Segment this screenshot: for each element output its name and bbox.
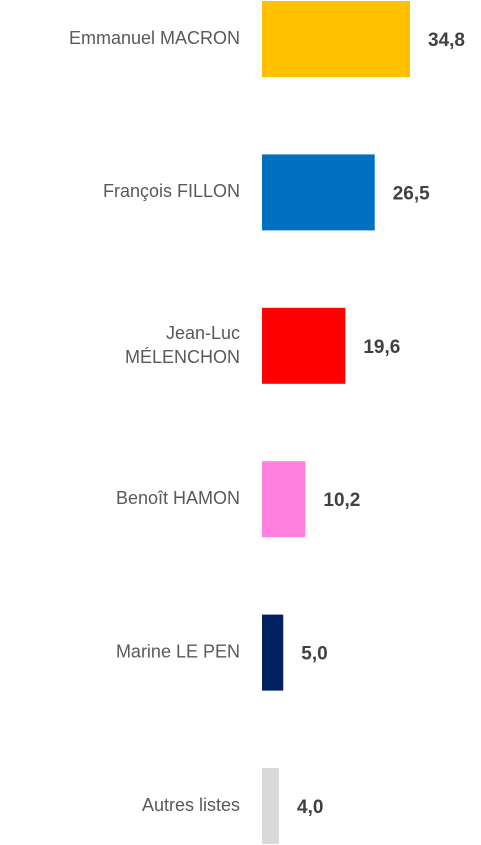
category-label: Jean-Luc MÉLENCHON (125, 323, 240, 367)
bar (262, 614, 284, 691)
category-label: Autres listes (142, 795, 240, 815)
bar (262, 768, 280, 844)
bar (262, 307, 346, 384)
category-label: Benoît HAMON (116, 488, 240, 508)
value-label: 5,0 (301, 644, 327, 665)
bar (262, 154, 375, 231)
value-label: 10,2 (323, 490, 360, 511)
value-label: 26,5 (393, 183, 430, 204)
category-label: François FILLON (103, 181, 240, 201)
bar (262, 1, 410, 77)
bar (262, 461, 306, 538)
value-label: 19,6 (363, 337, 400, 358)
value-label: 34,8 (428, 30, 465, 51)
category-label: Emmanuel MACRON (69, 28, 240, 48)
value-label: 4,0 (297, 797, 323, 818)
category-label: Marine LE PEN (116, 641, 240, 661)
